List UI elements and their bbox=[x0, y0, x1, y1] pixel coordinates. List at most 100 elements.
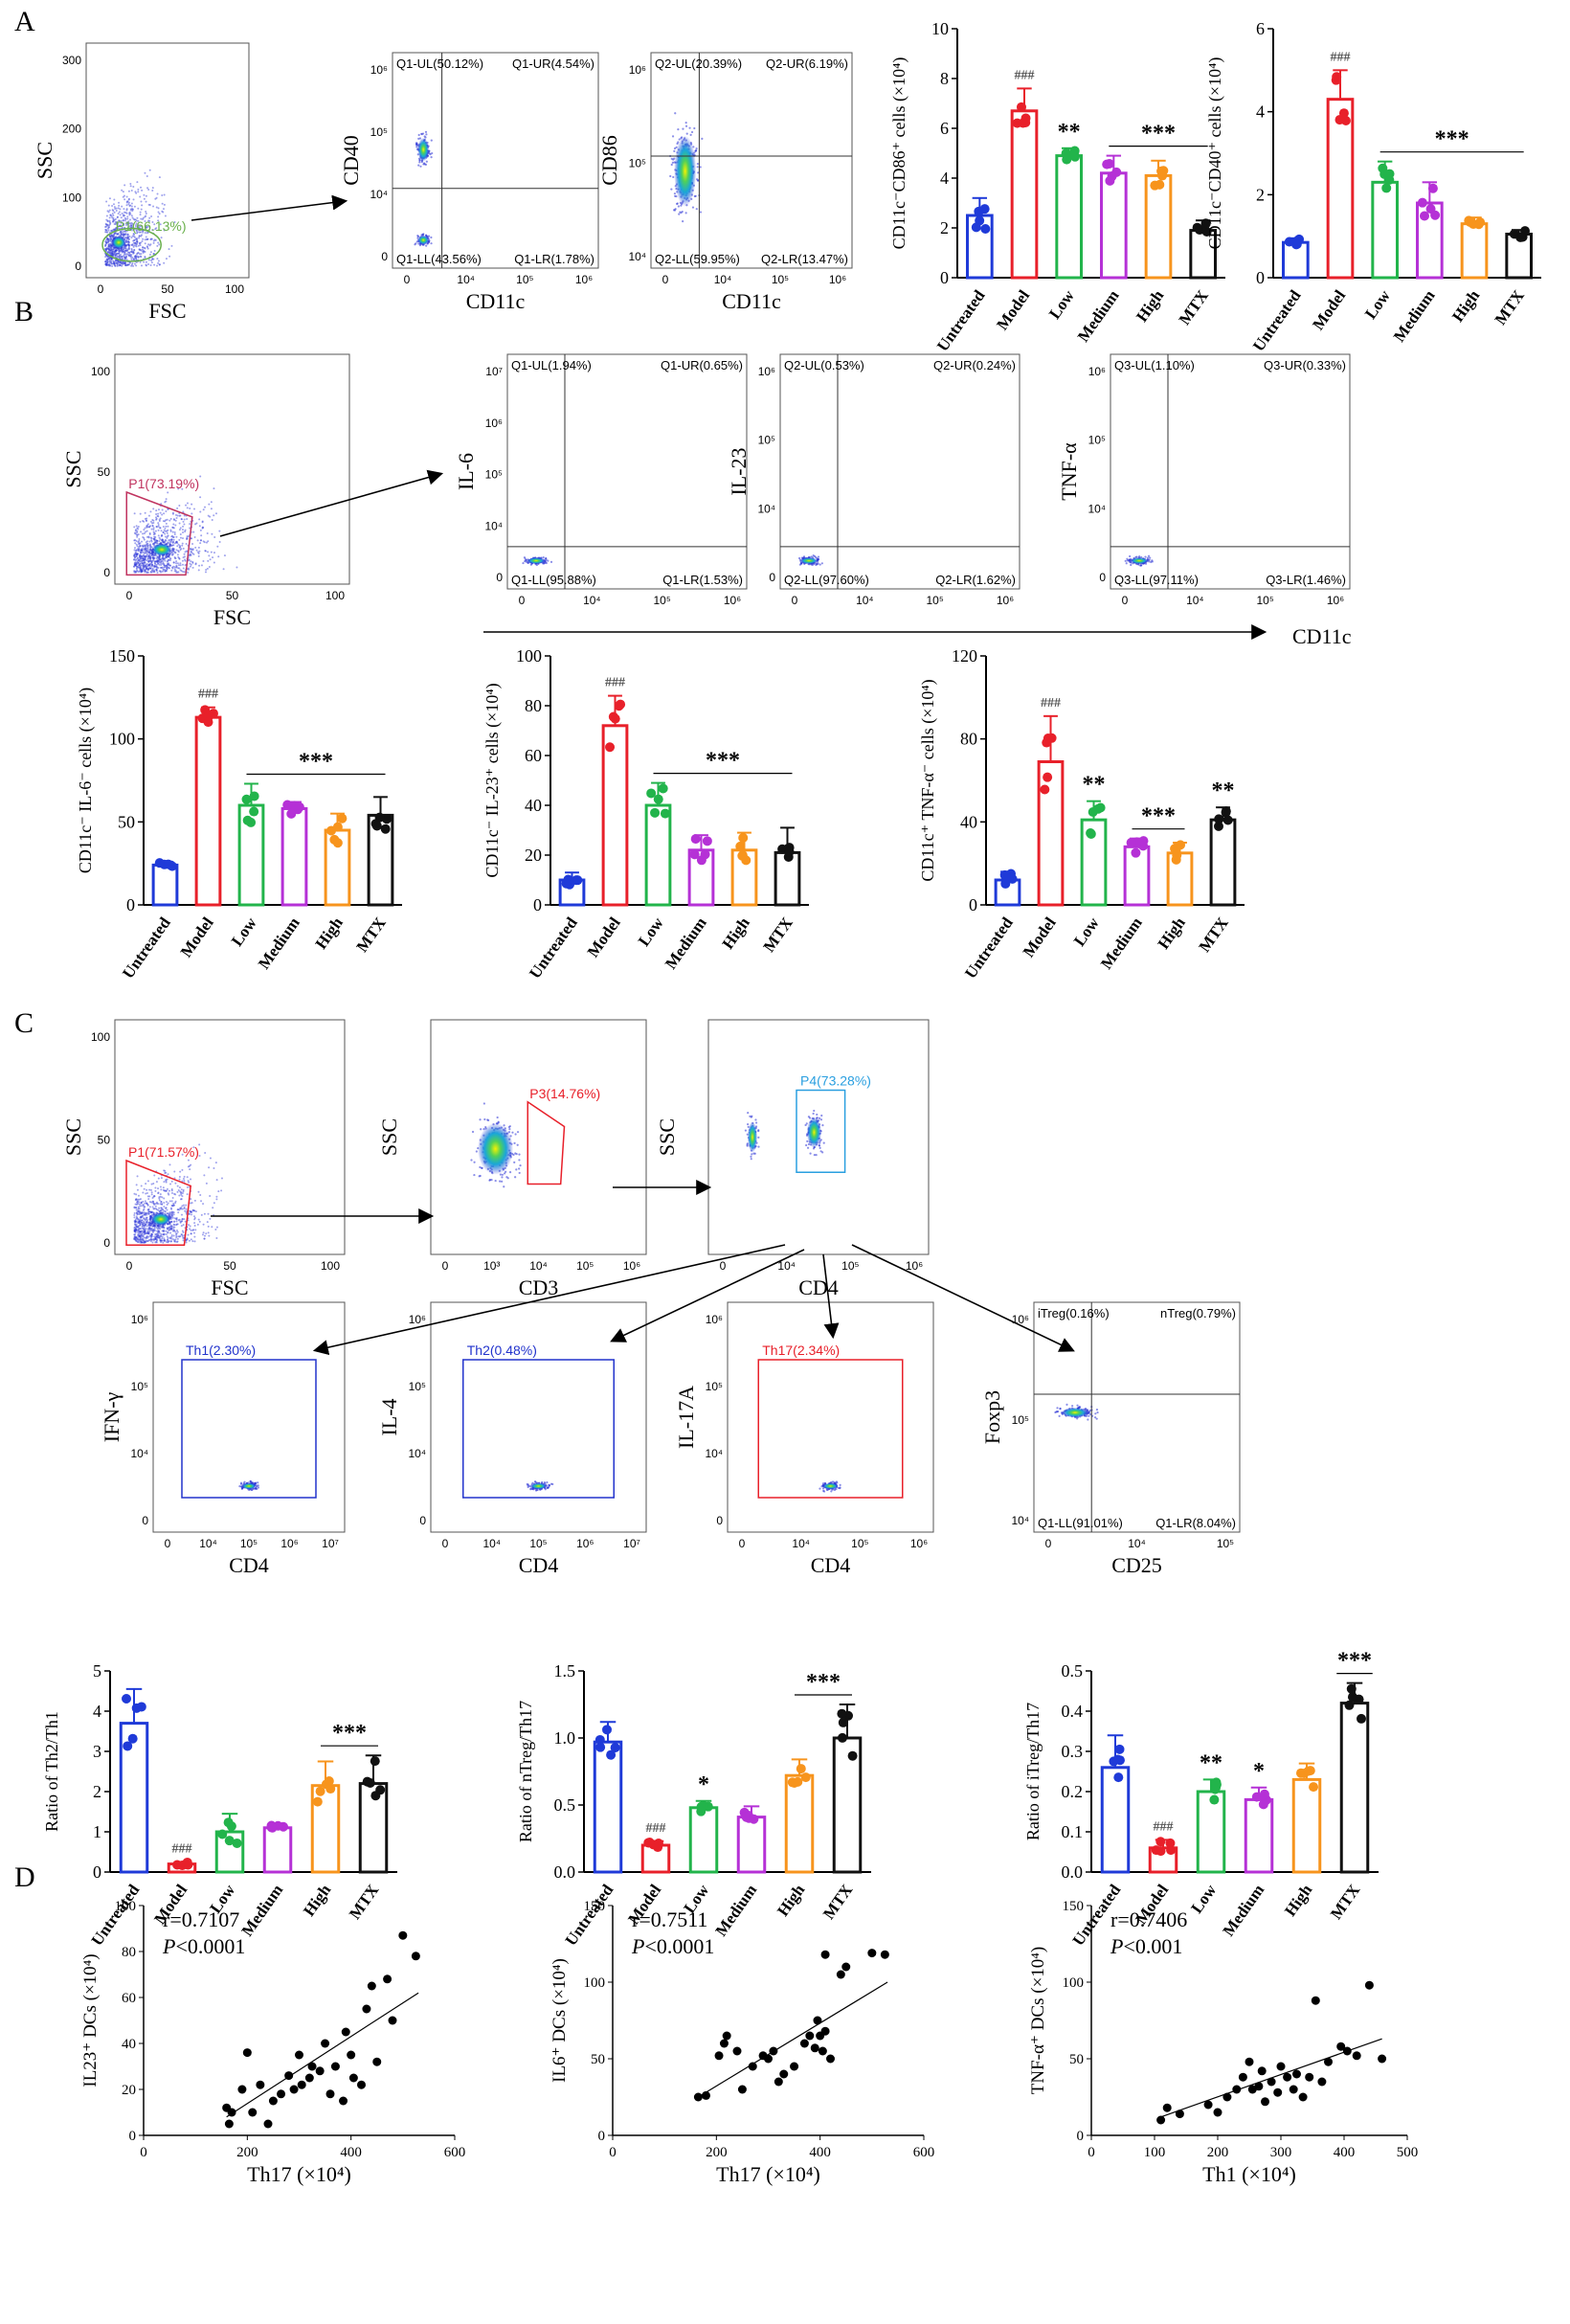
flow-event bbox=[133, 248, 136, 251]
flow-event bbox=[104, 238, 107, 241]
flow-event bbox=[144, 220, 146, 223]
flow-event bbox=[104, 223, 107, 226]
flow-event bbox=[136, 553, 139, 555]
flow-event bbox=[143, 250, 146, 253]
flow-event bbox=[136, 255, 139, 258]
flow-event bbox=[112, 219, 115, 222]
flow-event bbox=[134, 571, 137, 574]
flow-event bbox=[154, 1207, 157, 1210]
flow-event bbox=[206, 1221, 209, 1224]
flow-y-tick: 0 bbox=[419, 1514, 426, 1527]
flow-pop bbox=[673, 192, 677, 195]
flow-event bbox=[186, 537, 189, 540]
flow-event bbox=[144, 246, 146, 249]
flow-event bbox=[166, 530, 168, 532]
flow-x-tick: 0 bbox=[662, 273, 669, 286]
flow-event bbox=[118, 219, 121, 222]
flow-event bbox=[117, 260, 120, 263]
flow-event bbox=[132, 251, 135, 254]
flow-event bbox=[168, 1193, 170, 1196]
flow-event bbox=[128, 261, 131, 264]
flow-event bbox=[172, 1202, 175, 1205]
flow-event bbox=[166, 1239, 168, 1242]
flow-event bbox=[130, 250, 133, 253]
flow-event bbox=[107, 245, 110, 248]
flow-event bbox=[110, 258, 113, 260]
flow-core bbox=[169, 557, 172, 560]
flow-event bbox=[129, 209, 132, 212]
flow-event bbox=[118, 204, 121, 207]
flow-event bbox=[179, 533, 182, 536]
flow-event bbox=[104, 243, 107, 246]
flow-pop-density bbox=[529, 1482, 548, 1490]
flow-event bbox=[215, 1195, 218, 1198]
flow-event bbox=[135, 1184, 138, 1186]
flow-event bbox=[130, 263, 133, 266]
flow-event bbox=[113, 260, 116, 263]
flow-x-tick: 10⁴ bbox=[457, 273, 475, 286]
flow-event bbox=[159, 558, 162, 561]
flow-x-label: FSC bbox=[148, 299, 186, 323]
flow-event bbox=[141, 1233, 144, 1236]
flow-event bbox=[144, 545, 146, 548]
flow-event bbox=[145, 236, 147, 238]
flow-event bbox=[109, 259, 112, 261]
flow-core bbox=[171, 547, 174, 550]
flow-core bbox=[174, 552, 177, 554]
flow-event bbox=[164, 1172, 167, 1175]
flow-event bbox=[170, 566, 173, 569]
flow-event bbox=[177, 1235, 180, 1238]
flow-event bbox=[120, 230, 123, 233]
flow-event bbox=[209, 1217, 212, 1220]
flow-event bbox=[106, 261, 109, 264]
flow-event bbox=[136, 553, 139, 555]
flow-pop bbox=[249, 1479, 252, 1482]
flow-pop bbox=[1149, 556, 1152, 559]
quadrant-label-ul: Q1-UL(50.12%) bbox=[396, 56, 483, 71]
flow-event bbox=[163, 1232, 166, 1235]
flow-event bbox=[139, 255, 142, 258]
flow-event bbox=[153, 238, 156, 241]
flow-pop-density bbox=[799, 557, 819, 564]
flow-pop bbox=[684, 121, 687, 124]
flow-event bbox=[220, 1189, 223, 1192]
flow-event bbox=[138, 235, 141, 237]
flow-event bbox=[111, 213, 114, 215]
flow-event bbox=[106, 263, 109, 266]
flow-event bbox=[145, 1216, 147, 1219]
flow-event bbox=[167, 1202, 169, 1205]
flow-event bbox=[145, 519, 147, 522]
flow-event bbox=[135, 245, 138, 248]
flow-event bbox=[160, 1207, 163, 1209]
flow-event bbox=[159, 1228, 162, 1230]
flow-event bbox=[173, 568, 176, 571]
flow-event bbox=[111, 254, 114, 257]
flow-event bbox=[189, 523, 191, 526]
flow-event bbox=[212, 1207, 214, 1209]
flow-event bbox=[114, 254, 117, 257]
flow-x-tick: 10⁵ bbox=[851, 1537, 868, 1550]
flow-event bbox=[143, 1229, 146, 1231]
flow-event bbox=[158, 540, 161, 543]
flow-event bbox=[168, 1163, 171, 1166]
flow-event bbox=[136, 232, 139, 235]
flow-event bbox=[115, 254, 118, 257]
flow-core bbox=[158, 555, 161, 558]
flow-event bbox=[138, 235, 141, 237]
flow-y-label: IL-4 bbox=[377, 1398, 401, 1435]
flow-event bbox=[172, 1234, 175, 1237]
flow-event bbox=[175, 566, 178, 569]
flow-event bbox=[131, 243, 134, 246]
flow-event bbox=[151, 1241, 154, 1244]
flow-event bbox=[132, 258, 135, 260]
flow-event bbox=[133, 244, 136, 247]
flow-event bbox=[185, 1204, 188, 1207]
flow-event bbox=[104, 225, 107, 228]
flow-event bbox=[135, 1193, 138, 1196]
flow-event bbox=[144, 1206, 146, 1208]
quadrant-label-ur: Q1-UR(4.54%) bbox=[512, 56, 594, 71]
flow-event bbox=[187, 1180, 190, 1183]
flow-pop-low bbox=[415, 240, 418, 243]
flow-event bbox=[184, 530, 187, 533]
